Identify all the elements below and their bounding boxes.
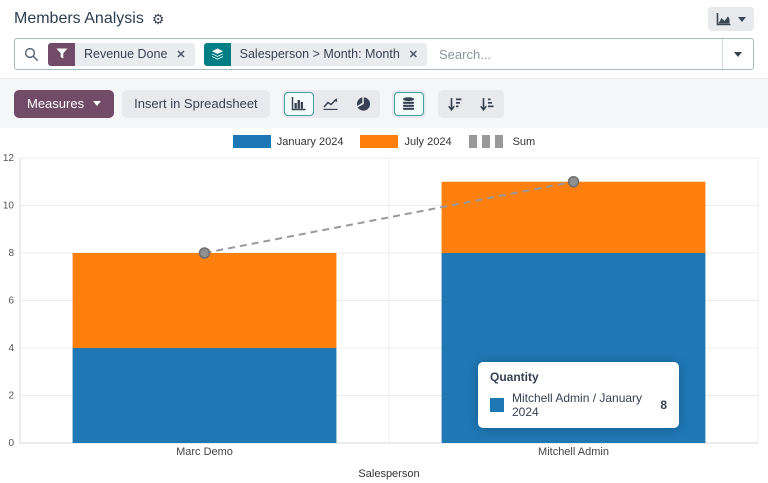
legend-label: Sum	[512, 135, 536, 148]
x-tick-label: Mitchell Admin	[538, 446, 609, 458]
sort-ascending-button[interactable]	[472, 92, 502, 116]
sort-group	[437, 89, 504, 118]
search-icon	[24, 47, 39, 62]
facet-filter-body: Revenue Done ✕	[75, 42, 195, 66]
tooltip-title: Quantity	[490, 370, 539, 384]
measures-button[interactable]: Measures	[14, 89, 115, 118]
legend-swatch	[232, 135, 271, 148]
legend-swatch	[468, 135, 507, 148]
sort-descending-button[interactable]	[440, 92, 470, 116]
bar-segment[interactable]	[72, 348, 337, 443]
settings-gear-icon[interactable]: ⚙	[151, 11, 165, 27]
search-options-toggle[interactable]	[722, 39, 753, 69]
sort-ascending-icon	[479, 97, 494, 111]
bar-chart-button[interactable]	[283, 91, 314, 116]
chevron-down-icon	[93, 101, 102, 106]
y-tick-label: 6	[8, 296, 14, 307]
bar-segment[interactable]	[72, 253, 337, 348]
sort-descending-icon	[447, 97, 462, 111]
chart-tooltip: Quantity Mitchell Admin / January 2024 8	[478, 362, 679, 428]
facet-filter-label: Revenue Done	[84, 47, 168, 61]
x-tick-label: Marc Demo	[176, 446, 233, 458]
line-chart-button[interactable]	[316, 92, 346, 116]
y-tick-label: 0	[8, 438, 14, 449]
facet-groupby[interactable]: Salesperson > Month: Month ✕	[203, 42, 428, 66]
control-panel: Measures Insert in Spreadsheet	[0, 78, 768, 128]
chart-type-group	[281, 89, 380, 118]
sum-point[interactable]	[567, 176, 580, 188]
filter-icon	[48, 42, 75, 66]
x-axis-title: Salesperson	[358, 468, 419, 480]
sum-point[interactable]	[198, 247, 211, 259]
sum-line	[204, 180, 574, 254]
chart-svg: 0 2 4 6 8 10 12 Marc Demo Mitchell Admin Salesper…	[3, 153, 759, 480]
measures-label: Measures	[27, 96, 85, 111]
y-tick-label: 4	[8, 343, 14, 354]
tooltip-row: Mitchell Admin / January 2024 8	[490, 391, 667, 419]
legend-label: January 2024	[276, 135, 344, 148]
chevron-down-icon	[734, 51, 742, 57]
legend-swatch	[360, 135, 399, 148]
bar-segment[interactable]	[441, 181, 706, 253]
line-chart-icon	[323, 97, 338, 110]
chart-legend: January 2024 July 2024 Sum	[0, 135, 768, 148]
layers-icon	[203, 42, 231, 66]
facet-groupby-label: Salesperson > Month: Month	[239, 47, 400, 61]
insert-in-spreadsheet-button[interactable]: Insert in Spreadsheet	[122, 89, 270, 118]
facet-groupby-body: Salesperson > Month: Month ✕	[230, 42, 428, 66]
legend-item[interactable]: January 2024	[232, 135, 344, 148]
page-title: Members Analysis	[14, 10, 144, 27]
stacked-group	[391, 89, 426, 118]
view-switcher-button[interactable]	[708, 7, 754, 31]
stacked-toggle-button[interactable]	[393, 91, 424, 116]
y-tick-label: 8	[8, 248, 14, 259]
search-input[interactable]	[437, 45, 722, 63]
header: Members Analysis ⚙	[0, 0, 768, 34]
legend-label: July 2024	[404, 135, 452, 148]
legend-item[interactable]: July 2024	[360, 135, 452, 148]
facet-filter[interactable]: Revenue Done ✕	[48, 42, 195, 66]
y-tick-label: 12	[3, 153, 15, 164]
pie-chart-button[interactable]	[348, 92, 378, 116]
legend-item[interactable]: Sum	[468, 135, 536, 148]
pie-chart-icon	[356, 96, 370, 111]
y-tick-label: 10	[3, 201, 15, 212]
stacked-icon	[402, 96, 415, 111]
facet-remove-icon[interactable]: ✕	[408, 48, 419, 61]
bar-chart-icon	[291, 96, 306, 111]
area-chart-icon	[716, 12, 731, 26]
tooltip-value: 8	[660, 398, 667, 412]
y-tick-label: 2	[8, 391, 14, 402]
tooltip-series-swatch	[490, 398, 504, 412]
tooltip-series-label: Mitchell Admin / January 2024	[512, 391, 643, 419]
facet-remove-icon[interactable]: ✕	[176, 48, 186, 61]
chart-area: January 2024 July 2024 Sum 0 2 4 6 8 10 12 Marc D…	[0, 128, 768, 483]
chevron-down-icon	[738, 16, 746, 22]
search-bar[interactable]: Revenue Done ✕ Salesperson > Month: Mont…	[14, 38, 754, 70]
